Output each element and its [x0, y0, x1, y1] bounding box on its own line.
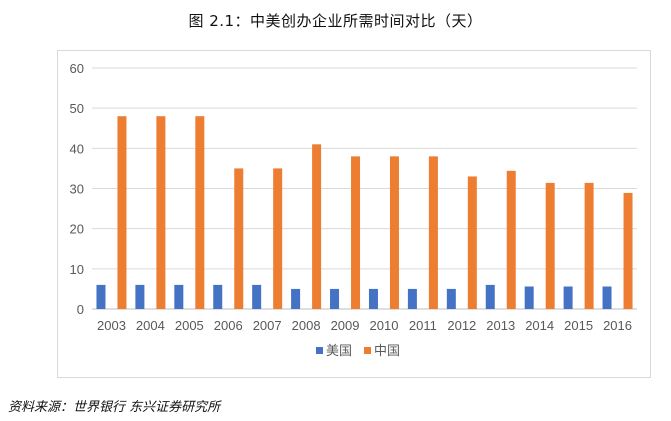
bar-cn-2016	[623, 192, 633, 309]
bar-cn-2015	[584, 182, 594, 309]
chart-title: 图 2.1：中美创办企业所需时间对比（天）	[188, 12, 483, 30]
bar-cn-2009	[351, 156, 361, 309]
bar-us-2011	[407, 288, 417, 309]
bar-cn-2012	[467, 176, 477, 309]
y-tick-label-0: 0	[77, 302, 84, 317]
x-tick-label-2009: 2009	[331, 318, 360, 333]
bar-us-2010	[368, 288, 378, 309]
bar-cn-2003	[117, 116, 127, 309]
y-tick-label-50: 50	[70, 101, 84, 116]
bar-us-2003	[96, 284, 106, 309]
x-tick-label-2008: 2008	[292, 318, 321, 333]
legend-swatch-us	[316, 347, 323, 354]
x-tick-label-2004: 2004	[136, 318, 165, 333]
x-tick-label-2006: 2006	[214, 318, 243, 333]
bar-cn-2007	[273, 168, 283, 309]
x-tick-label-2007: 2007	[253, 318, 282, 333]
x-tick-label-2016: 2016	[603, 318, 632, 333]
bar-cn-2010	[389, 156, 399, 309]
bar-us-2013	[485, 284, 495, 309]
bar-us-2016	[602, 286, 612, 309]
bar-us-2015	[563, 286, 573, 309]
bar-us-2012	[446, 288, 456, 309]
y-tick-label-40: 40	[70, 141, 84, 156]
bar-cn-2005	[195, 116, 205, 309]
bar-cn-2004	[156, 116, 166, 309]
bar-us-2006	[213, 284, 223, 309]
y-tick-label-10: 10	[70, 262, 84, 277]
chart-frame	[57, 50, 651, 378]
legend-label-us: 美国	[326, 344, 352, 359]
x-tick-label-2005: 2005	[175, 318, 204, 333]
legend-label-cn: 中国	[374, 344, 400, 359]
x-tick-label-2010: 2010	[370, 318, 399, 333]
x-tick-label-2003: 2003	[97, 318, 126, 333]
y-tick-label-60: 60	[70, 61, 84, 76]
legend-swatch-cn	[364, 347, 371, 354]
bar-us-2005	[174, 284, 184, 309]
bar-us-2014	[524, 286, 534, 309]
x-tick-label-2014: 2014	[525, 318, 554, 333]
bar-us-2004	[135, 284, 145, 309]
x-tick-label-2011: 2011	[409, 318, 437, 333]
bar-cn-2008	[312, 144, 322, 309]
source-note: 资料来源：世界银行 东兴证券研究所	[8, 400, 221, 415]
x-tick-label-2015: 2015	[564, 318, 593, 333]
bar-us-2009	[330, 288, 340, 309]
bar-cn-2006	[234, 168, 244, 309]
x-tick-label-2012: 2012	[447, 318, 476, 333]
bar-us-2008	[291, 288, 301, 309]
bar-cn-2011	[428, 156, 438, 309]
bar-cn-2013	[506, 170, 516, 309]
bar-cn-2014	[545, 182, 555, 309]
x-tick-label-2013: 2013	[486, 318, 515, 333]
y-tick-label-30: 30	[70, 182, 84, 197]
y-tick-label-20: 20	[70, 222, 84, 237]
bar-us-2007	[252, 284, 262, 309]
